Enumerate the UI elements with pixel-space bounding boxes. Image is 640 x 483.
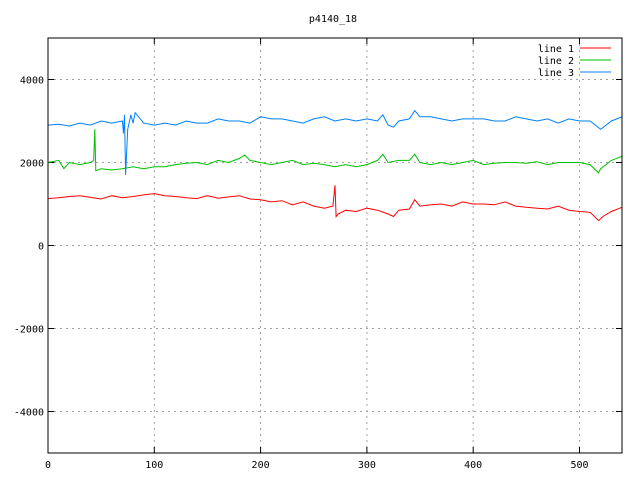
y-tick-label: 4000 — [20, 76, 44, 87]
ticks: 0 100 200 300 400 500 -4000 -2000 0 2000 4000 — [14, 38, 622, 471]
x-tick-label: 0 — [45, 460, 51, 471]
grid — [48, 38, 622, 453]
series-line-2 — [47, 129, 623, 174]
series-line-3 — [47, 109, 623, 175]
x-tick-label: 400 — [464, 460, 482, 471]
y-tick-label: 2000 — [20, 159, 44, 170]
legend-label: line 3 — [538, 68, 574, 79]
legend-label: line 2 — [538, 56, 574, 67]
chart-title: p4140_18 — [309, 14, 357, 25]
plot-border — [47, 37, 623, 454]
y-tick-label: -4000 — [14, 408, 44, 419]
x-tick-label: 500 — [570, 460, 588, 471]
x-tick-label: 100 — [145, 460, 163, 471]
y-tick-label: -2000 — [14, 325, 44, 336]
x-tick-label: 200 — [252, 460, 270, 471]
x-tick-label: 300 — [358, 460, 376, 471]
series-line-1 — [47, 185, 623, 222]
series-lines — [47, 109, 623, 222]
y-tick-label: 0 — [38, 242, 44, 253]
legend-label: line 1 — [538, 44, 574, 55]
